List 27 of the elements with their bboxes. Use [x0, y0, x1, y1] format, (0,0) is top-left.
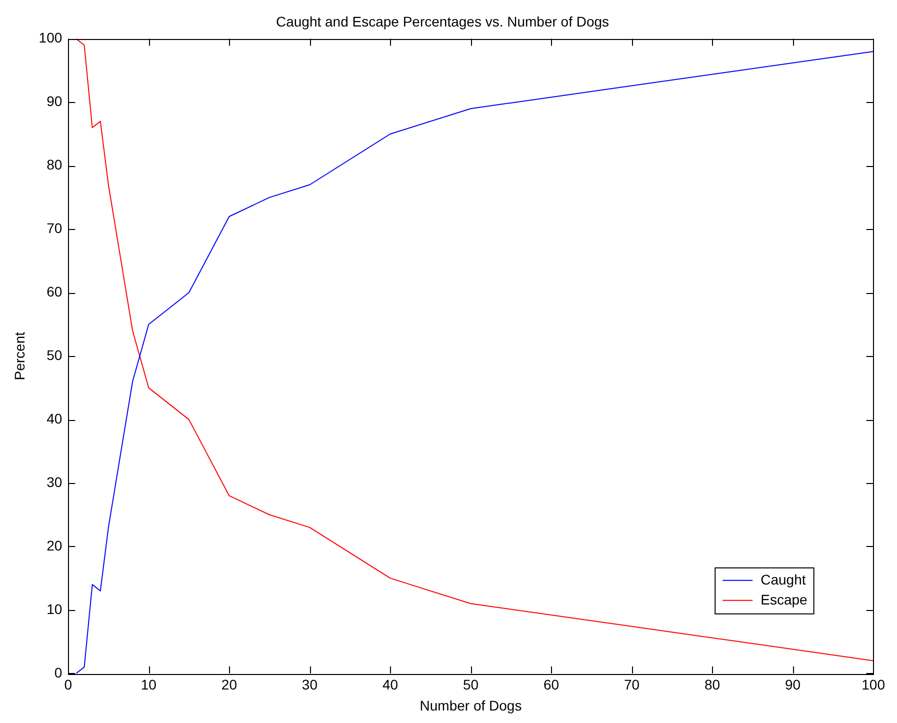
y-tick-label: 50: [46, 346, 62, 363]
y-tick-label: 90: [46, 93, 62, 110]
x-tick-label: 60: [543, 676, 560, 693]
y-tick-label: 100: [38, 30, 62, 46]
x-tick-label: 30: [302, 676, 318, 693]
y-tick-label: 70: [46, 220, 62, 236]
x-tick-label: 90: [785, 676, 801, 693]
x-axis-title: Number of Dogs: [420, 697, 522, 714]
y-tick-label: 20: [46, 537, 62, 554]
x-tick-label: 80: [704, 676, 720, 693]
y-tick-label: 0: [54, 664, 62, 680]
legend-label: Escape: [760, 591, 808, 608]
legend-label: Caught: [760, 571, 806, 588]
y-tick-label: 10: [46, 600, 62, 617]
x-tick-label: 100: [862, 676, 886, 693]
x-tick-label: 0: [64, 676, 72, 693]
y-tick-label: 30: [46, 474, 62, 490]
y-tick-label: 60: [46, 284, 62, 300]
y-axis-title: Percent: [11, 332, 28, 380]
chart-title: Caught and Escape Percentages vs. Number of Dogs: [276, 13, 610, 30]
y-tick-label: 80: [46, 156, 62, 173]
y-tick-label: 40: [46, 410, 62, 426]
x-tick-label: 10: [140, 676, 157, 693]
x-tick-label: 40: [382, 676, 398, 693]
x-tick-label: 70: [624, 676, 640, 693]
x-tick-label: 50: [462, 676, 479, 693]
x-tick-label: 20: [221, 676, 238, 693]
